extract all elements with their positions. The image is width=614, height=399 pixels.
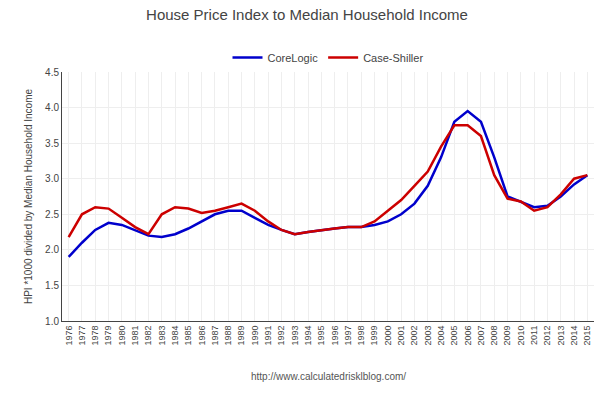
svg-text:1998: 1998 — [356, 326, 366, 346]
svg-text:1991: 1991 — [263, 326, 273, 346]
svg-text:2.0: 2.0 — [45, 244, 59, 255]
svg-text:4.0: 4.0 — [45, 102, 59, 113]
svg-text:1.5: 1.5 — [45, 280, 59, 291]
svg-text:2009: 2009 — [502, 326, 512, 346]
svg-text:2013: 2013 — [556, 326, 566, 346]
svg-text:1996: 1996 — [330, 326, 340, 346]
svg-text:2010: 2010 — [516, 326, 526, 346]
svg-text:2001: 2001 — [396, 326, 406, 346]
svg-text:1.0: 1.0 — [45, 316, 59, 327]
svg-text:1980: 1980 — [117, 326, 127, 346]
svg-text:3.0: 3.0 — [45, 173, 59, 184]
svg-text:2011: 2011 — [529, 326, 539, 345]
svg-text:HPI *1000 divided by Median Ho: HPI *1000 divided by Median Household In… — [23, 89, 34, 305]
svg-text:Case-Shiller: Case-Shiller — [363, 52, 423, 64]
svg-text:2012: 2012 — [542, 326, 552, 346]
svg-text:2000: 2000 — [383, 326, 393, 346]
svg-text:1995: 1995 — [316, 326, 326, 346]
svg-text:1984: 1984 — [170, 326, 180, 346]
svg-text:1977: 1977 — [77, 326, 87, 346]
svg-text:2007: 2007 — [476, 326, 486, 346]
svg-text:1981: 1981 — [130, 326, 140, 346]
svg-text:1987: 1987 — [210, 326, 220, 346]
svg-text:4.5: 4.5 — [45, 67, 59, 78]
svg-text:1989: 1989 — [236, 326, 246, 346]
svg-text:House Price Index to Median Ho: House Price Index to Median Household In… — [146, 6, 468, 23]
svg-text:1988: 1988 — [223, 326, 233, 346]
svg-text:2005: 2005 — [449, 326, 459, 346]
svg-text:http://www.calculatedrisklblog: http://www.calculatedrisklblog.com/ — [251, 371, 406, 382]
svg-text:1983: 1983 — [157, 326, 167, 346]
svg-text:1985: 1985 — [183, 326, 193, 346]
svg-text:3.5: 3.5 — [45, 138, 59, 149]
svg-text:2002: 2002 — [409, 326, 419, 346]
svg-text:2015: 2015 — [582, 326, 592, 346]
svg-text:CoreLogic: CoreLogic — [268, 52, 319, 64]
svg-text:1986: 1986 — [197, 326, 207, 346]
svg-text:1990: 1990 — [250, 326, 260, 346]
svg-text:1976: 1976 — [64, 326, 74, 346]
svg-text:2.5: 2.5 — [45, 209, 59, 220]
svg-text:1982: 1982 — [143, 326, 153, 346]
svg-text:1993: 1993 — [290, 326, 300, 346]
svg-text:1992: 1992 — [276, 326, 286, 346]
svg-text:1994: 1994 — [303, 326, 313, 346]
svg-text:2003: 2003 — [423, 326, 433, 346]
svg-text:1999: 1999 — [369, 326, 379, 346]
svg-text:2006: 2006 — [463, 326, 473, 346]
svg-text:1997: 1997 — [343, 326, 353, 346]
svg-text:2014: 2014 — [569, 326, 579, 346]
svg-text:2004: 2004 — [436, 326, 446, 346]
svg-text:2008: 2008 — [489, 326, 499, 346]
svg-text:1978: 1978 — [90, 326, 100, 346]
svg-text:1979: 1979 — [103, 326, 113, 346]
